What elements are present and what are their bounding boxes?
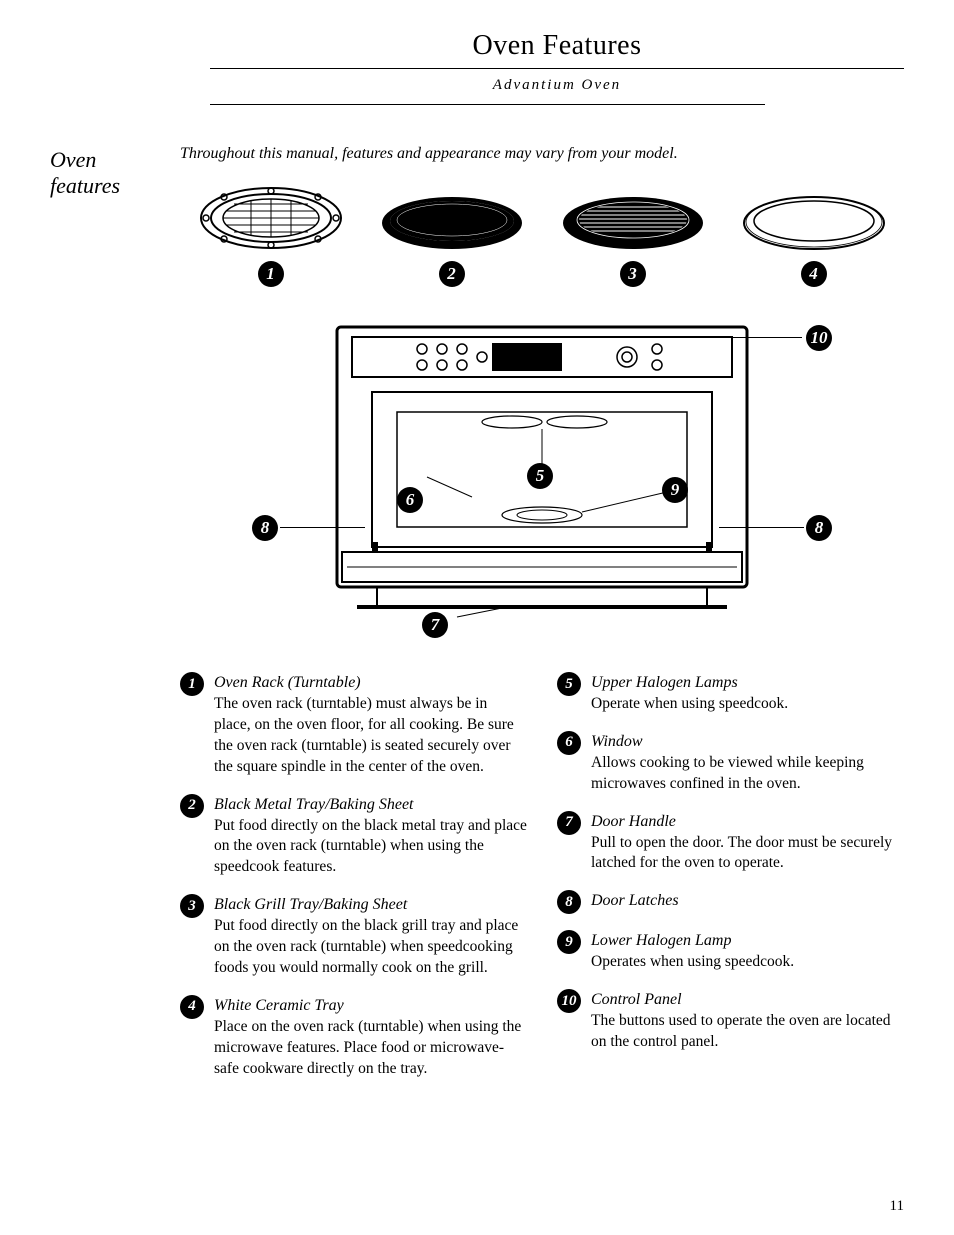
feature-desc: Operates when using speedcook. xyxy=(591,953,794,970)
diagram-badge-8-right: 8 xyxy=(806,515,832,541)
feature-badge: 10 xyxy=(557,989,581,1013)
feature-item: 8 Door Latches xyxy=(557,890,904,914)
feature-badge: 9 xyxy=(557,930,581,954)
feature-item: 7 Door Handle Pull to open the door. The… xyxy=(557,811,904,875)
feature-item: 4 White Ceramic Tray Place on the oven r… xyxy=(180,995,527,1080)
tray-item: 3 xyxy=(558,193,708,287)
feature-title: Door Handle xyxy=(591,813,676,830)
diagram-badge-10: 10 xyxy=(806,325,832,351)
diagram-badge-8-left: 8 xyxy=(252,515,278,541)
feature-badge: 1 xyxy=(180,672,204,696)
features-left-col: 1 Oven Rack (Turntable) The oven rack (t… xyxy=(180,672,527,1096)
white-ceramic-tray-icon xyxy=(739,193,889,253)
callout-line xyxy=(722,337,802,338)
diagram-badge-6: 6 xyxy=(397,487,423,513)
tray-item: 4 xyxy=(739,193,889,287)
tray-row: 1 2 xyxy=(180,183,904,287)
feature-desc: Allows cooking to be viewed while keepin… xyxy=(591,754,864,792)
diagram-badge-9: 9 xyxy=(662,477,688,503)
feature-badge: 4 xyxy=(180,995,204,1019)
badge-4: 4 xyxy=(801,261,827,287)
badge-3: 3 xyxy=(620,261,646,287)
feature-title: Black Metal Tray/Baking Sheet xyxy=(214,796,414,813)
feature-desc: Pull to open the door. The door must be … xyxy=(591,834,892,872)
diagram-badge-7: 7 xyxy=(422,612,448,638)
feature-title: Control Panel xyxy=(591,991,682,1008)
feature-item: 2 Black Metal Tray/Baking Sheet Put food… xyxy=(180,794,527,879)
feature-item: 5 Upper Halogen Lamps Operate when using… xyxy=(557,672,904,715)
feature-desc: The buttons used to operate the oven are… xyxy=(591,1012,891,1050)
feature-item: 9 Lower Halogen Lamp Operates when using… xyxy=(557,930,904,973)
feature-desc: Put food directly on the black grill tra… xyxy=(214,917,518,976)
feature-desc: Operate when using speedcook. xyxy=(591,695,788,712)
feature-badge: 8 xyxy=(557,890,581,914)
badge-1: 1 xyxy=(258,261,284,287)
feature-item: 6 Window Allows cooking to be viewed whi… xyxy=(557,731,904,795)
feature-item: 10 Control Panel The buttons used to ope… xyxy=(557,989,904,1053)
feature-title: Window xyxy=(591,733,643,750)
oven-diagram: 10 5 6 9 8 8 7 xyxy=(262,317,822,632)
features-columns: 1 Oven Rack (Turntable) The oven rack (t… xyxy=(180,672,904,1096)
black-grill-tray-icon xyxy=(558,193,708,253)
feature-title: Black Grill Tray/Baking Sheet xyxy=(214,896,407,913)
sub-rule xyxy=(210,104,765,105)
feature-desc: Put food directly on the black metal tra… xyxy=(214,817,527,876)
page-title: Oven Features xyxy=(210,30,904,62)
oven-rack-icon xyxy=(196,183,346,253)
badge-2: 2 xyxy=(439,261,465,287)
diagram-badge-5: 5 xyxy=(527,463,553,489)
feature-badge: 5 xyxy=(557,672,581,696)
feature-title: Door Latches xyxy=(591,892,679,909)
feature-badge: 2 xyxy=(180,794,204,818)
feature-item: 1 Oven Rack (Turntable) The oven rack (t… xyxy=(180,672,527,778)
feature-title: Upper Halogen Lamps xyxy=(591,674,738,691)
features-right-col: 5 Upper Halogen Lamps Operate when using… xyxy=(557,672,904,1096)
tray-item: 1 xyxy=(196,183,346,287)
feature-badge: 3 xyxy=(180,894,204,918)
callout-line xyxy=(280,527,365,528)
feature-desc: The oven rack (turntable) must always be… xyxy=(214,695,514,775)
title-rule xyxy=(210,68,904,69)
feature-item: 3 Black Grill Tray/Baking Sheet Put food… xyxy=(180,894,527,979)
callout-line xyxy=(719,527,804,528)
black-metal-tray-icon xyxy=(377,193,527,253)
feature-title: White Ceramic Tray xyxy=(214,997,344,1014)
section-side-label: Oven features xyxy=(50,145,180,200)
feature-desc: Place on the oven rack (turntable) when … xyxy=(214,1018,521,1077)
page-number: 11 xyxy=(890,1198,904,1215)
feature-title: Oven Rack (Turntable) xyxy=(214,674,361,691)
feature-title: Lower Halogen Lamp xyxy=(591,932,731,949)
intro-text: Throughout this manual, features and app… xyxy=(180,145,904,163)
tray-item: 2 xyxy=(377,193,527,287)
feature-badge: 6 xyxy=(557,731,581,755)
subtitle: Advantium Oven xyxy=(210,77,904,94)
feature-badge: 7 xyxy=(557,811,581,835)
